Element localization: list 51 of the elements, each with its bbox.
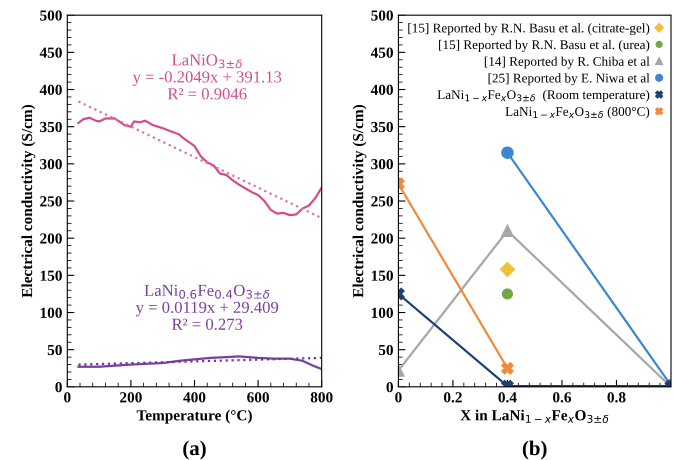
point (501, 146, 514, 159)
x-axis-title: X in LaNi$_{1−x}$Fe$_{x}$O$_{3±δ}$ (460, 410, 608, 423)
y-tick-label: 50 (48, 344, 62, 356)
y-tick-label: 100 (372, 308, 393, 318)
y-tick-label: 150 (40, 270, 62, 281)
x-tick-label: 0.2 (444, 392, 462, 403)
y-tick-label: 0 (386, 382, 393, 392)
legend-label: [15] Reported by R.N. Basu et al. (urea) (439, 40, 650, 52)
legend-label: LaNi$_{1−x}$Fe$_{x}$O$_{3±δ}$ (800°C) (506, 106, 650, 119)
y-tick-label: 400 (40, 84, 62, 95)
x-tick-label: 800 (310, 392, 333, 402)
point (500, 262, 516, 277)
y-tick-label: 350 (371, 122, 393, 132)
y-tick-label: 450 (40, 47, 62, 58)
y-tick-label: 0 (55, 382, 62, 392)
legend-label: [25] Reported by E. Niwa et al (488, 73, 650, 86)
x-tick-label: 400 (183, 392, 206, 402)
legend-label: LaNi$_{1−x}$Fe$_{x}$O$_{3±δ}$ (Room temperature) (438, 90, 650, 102)
y-tick-label: 50 (378, 344, 393, 356)
y-tick-label: 300 (371, 158, 393, 170)
x-tick-label: 200 (120, 392, 142, 402)
y-tick-label: 200 (371, 233, 393, 244)
annotation: LaNi$_{0.6}$Fe$_{0.4}$O$_{3±δ}$ y = 0.0119x + 29.409 R² = 0.273 (136, 284, 278, 330)
text: (a) (183, 440, 206, 460)
annotation: LaNiO$_{3±δ}$ y = -0.2049x + 391.13 R² = 0.9046 (132, 54, 282, 100)
y-tick-label: 100 (40, 308, 62, 318)
line-series (77, 116, 322, 216)
y-tick-label: 450 (370, 47, 393, 58)
y-tick-label: 250 (40, 196, 62, 206)
x-axis-title: Temperature (°C) (136, 410, 252, 424)
legend-label: [14] Reported by R. Chiba et al (484, 56, 650, 69)
legend-label: [15] Reported by R.N. Basu et al. (citrate-gel) (408, 23, 650, 36)
y-tick-label: 500 (371, 10, 393, 21)
y-tick-label: 400 (370, 84, 393, 95)
point (502, 288, 513, 300)
text: (b) (522, 440, 547, 460)
x-tick-label: 600 (247, 392, 269, 402)
y-tick-label: 300 (40, 158, 62, 170)
x-tick-label: 0 (64, 392, 71, 402)
y-axis-title: Electrical conductivity (S/cm) (352, 104, 366, 298)
y-tick-label: 200 (40, 233, 62, 244)
x-tick-label: 0.8 (608, 392, 626, 403)
x-tick-label: 0.4 (498, 392, 517, 403)
y-tick-label: 150 (372, 270, 393, 281)
y-axis-title: Electrical conductivity (S/cm) (21, 104, 36, 298)
y-tick-label: 500 (40, 10, 62, 21)
y-tick-label: 350 (40, 122, 62, 132)
y-tick-label: 250 (371, 196, 393, 206)
x-tick-label: 0.6 (552, 392, 572, 403)
line-series (77, 355, 322, 370)
x-tick-label: 0 (395, 392, 402, 402)
